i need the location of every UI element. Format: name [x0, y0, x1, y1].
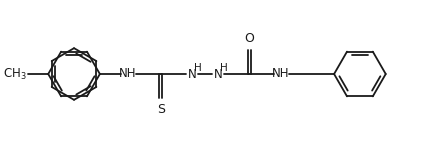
Text: NH: NH [119, 67, 136, 80]
Text: S: S [157, 103, 165, 116]
Text: H: H [220, 63, 228, 73]
Text: N: N [214, 67, 222, 81]
Text: O: O [244, 32, 254, 45]
Text: NH: NH [272, 67, 289, 80]
Text: CH$_3$: CH$_3$ [3, 66, 27, 82]
Text: H: H [194, 63, 202, 73]
Text: N: N [188, 67, 196, 81]
